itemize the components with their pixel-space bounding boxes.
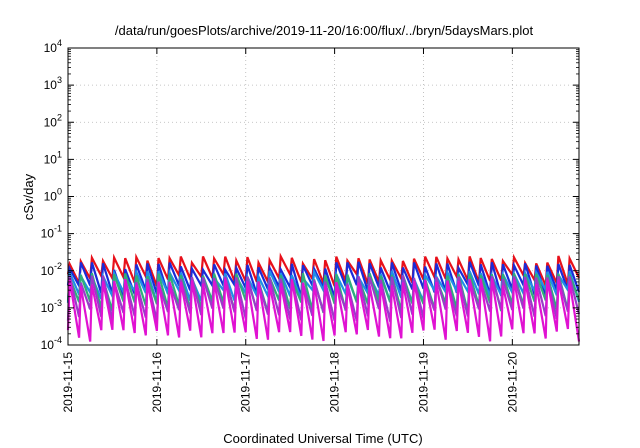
y-tick-label: 101: [44, 149, 62, 166]
y-tick-label: 10-3: [41, 298, 62, 315]
y-tick-label: 104: [44, 38, 62, 55]
y-tick-label: 102: [44, 112, 62, 129]
y-tick-label: 103: [44, 75, 62, 92]
axes: 10-4 10-3 10-2 10-1 100 101 102 103 104 2019-11-1…: [41, 38, 579, 413]
x-axis-label: Coordinated Universal Time (UTC): [223, 431, 422, 446]
y-tick-label: 10-2: [41, 261, 62, 278]
grid: [68, 48, 579, 345]
x-tick-label: 2019-11-16: [150, 352, 164, 413]
chart-title: /data/run/goesPlots/archive/2019-11-20/1…: [115, 23, 534, 38]
series-line-6: [66, 278, 581, 342]
x-tick-label: 2019-11-18: [328, 352, 342, 413]
y-tick-label: 100: [44, 187, 62, 204]
y-tick-label: 10-4: [41, 335, 62, 352]
x-tick-label: 2019-11-17: [239, 352, 253, 413]
series-group: [66, 252, 581, 342]
x-tick-label: 2019-11-15: [61, 352, 75, 413]
x-tick-label: 2019-11-19: [416, 352, 430, 413]
y-axis-label: cSv/day: [21, 173, 36, 220]
y-tick-label: 10-1: [41, 224, 62, 241]
x-tick-label: 2019-11-20: [505, 352, 519, 413]
